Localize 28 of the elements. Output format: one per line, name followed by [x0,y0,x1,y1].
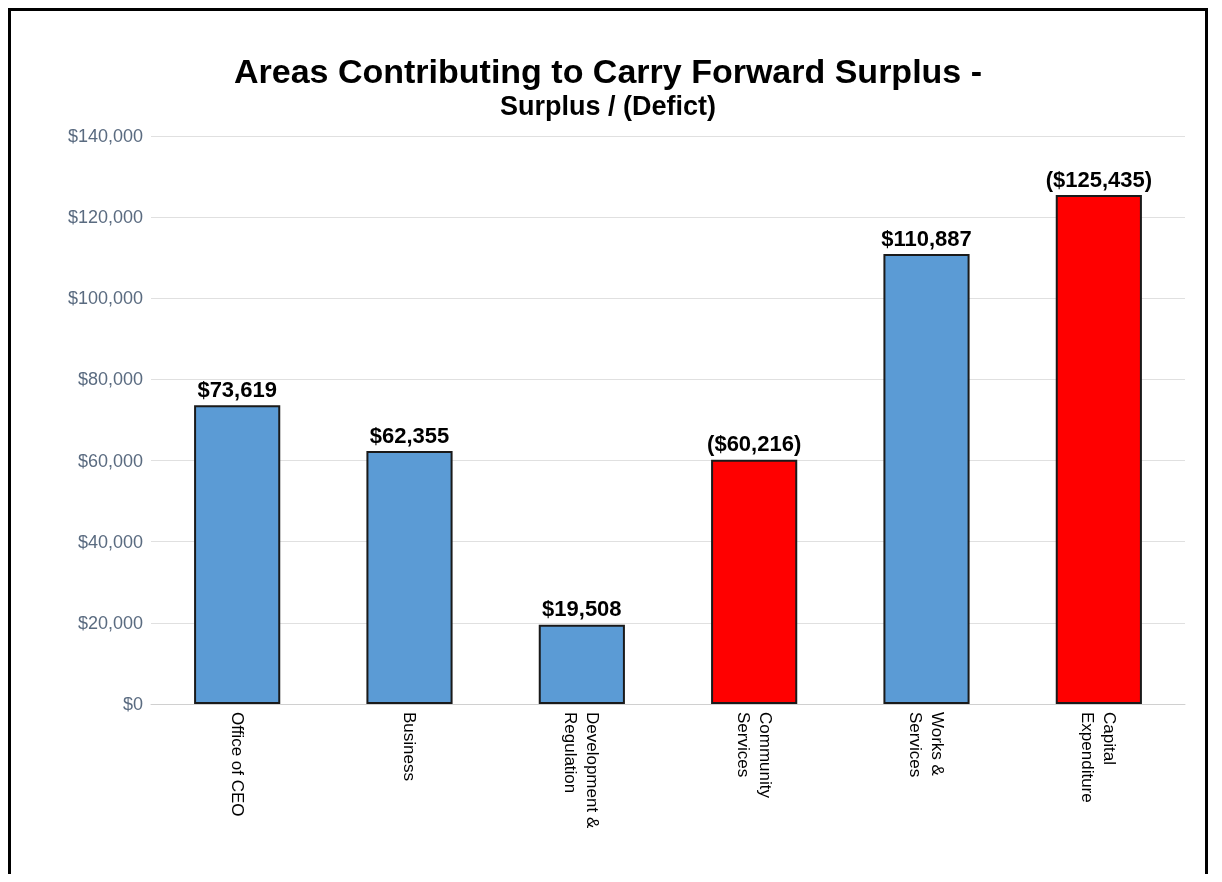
x-tick-label: Business [400,712,419,781]
bar [1055,195,1142,704]
x-tick-label: Community Services [733,712,775,803]
x-tick-label: Office of CEO [227,712,247,817]
y-tick-label: $20,000 [77,612,143,633]
data-label: $73,619 [197,376,277,402]
x-tick-label: Capital Expenditure [1078,712,1120,803]
y-tick-label: $80,000 [77,369,143,390]
data-label: ($60,216) [707,431,802,457]
data-label: ($125,435) [1045,166,1153,192]
data-label: $110,887 [881,225,972,251]
y-tick-label: $100,000 [67,288,143,309]
y-tick-label: $40,000 [77,531,143,552]
y-tick-label: $0 [122,694,143,714]
bar [194,405,281,704]
bar [883,254,970,704]
y-tick-label: $120,000 [67,207,143,228]
bar [711,459,798,704]
chart-title: Areas Contributing to Carry Forward Surplus - [233,52,983,90]
bar [366,451,453,704]
x-tick-label: Works & Services [906,712,947,781]
chart-subtitle: Surplus / (Defict) [499,90,717,121]
data-label: $62,355 [369,422,450,448]
x-tick-label: Development & Regulation [561,712,603,833]
data-label: $19,508 [542,596,622,622]
bar [538,624,625,704]
y-tick-label: $60,000 [77,450,143,471]
y-tick-label: $140,000 [67,126,143,146]
